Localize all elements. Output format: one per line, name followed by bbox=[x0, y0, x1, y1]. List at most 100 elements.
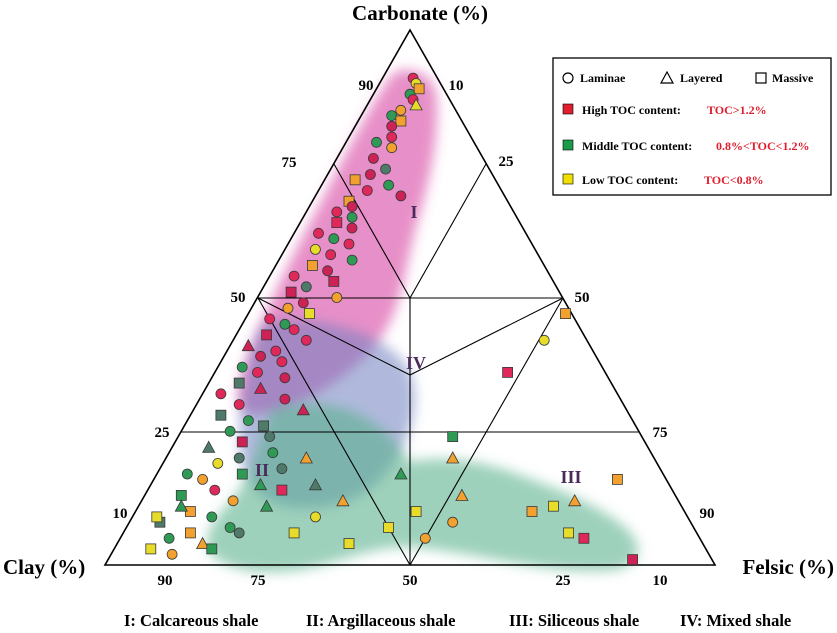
data-point-triangle-high-47 bbox=[241, 338, 255, 352]
data-point-circle-middle-79 bbox=[206, 511, 218, 523]
data-point-circle-low-76 bbox=[227, 495, 239, 507]
tick-left-75: 75 bbox=[282, 155, 297, 171]
zone-label-II: II bbox=[255, 460, 269, 480]
data-point-square-low-111 bbox=[548, 500, 559, 512]
data-point-square-low-87 bbox=[151, 511, 163, 523]
legend-circle-marker bbox=[562, 72, 574, 84]
tick-carbonate-75: 75 bbox=[653, 425, 668, 441]
data-point-triangle-middle-108 bbox=[308, 477, 323, 491]
legend-high-label: High TOC content: bbox=[582, 103, 681, 117]
data-point-square-high-115 bbox=[627, 554, 638, 565]
data-point-circle-low-6 bbox=[395, 104, 407, 116]
data-point-square-low-94 bbox=[560, 308, 571, 320]
caption-I: I: Calcareous shale bbox=[124, 611, 258, 630]
data-point-square-low-116 bbox=[612, 473, 623, 485]
data-point-circle-high-9 bbox=[386, 120, 398, 132]
tick-left-50: 50 bbox=[231, 290, 246, 306]
data-point-circle-low-72 bbox=[197, 473, 209, 485]
data-point-circle-high-28 bbox=[343, 238, 355, 250]
data-point-circle-low-102 bbox=[447, 516, 459, 528]
data-point-circle-high-13 bbox=[367, 152, 379, 164]
axis-title-clay: Clay (%) bbox=[3, 555, 85, 579]
data-point-circle-middle-7 bbox=[386, 110, 398, 121]
data-point-circle-high-10 bbox=[386, 131, 398, 143]
axis-title-felsic: Felsic (%) bbox=[742, 555, 834, 579]
data-point-circle-low-107 bbox=[310, 511, 321, 523]
tick-bottom-25: 25 bbox=[556, 573, 571, 589]
data-point-triangle-low-112 bbox=[568, 493, 582, 507]
data-point-square-low-32 bbox=[306, 259, 318, 271]
data-point-circle-high-50 bbox=[276, 356, 288, 368]
data-point-circle-middle-17 bbox=[383, 179, 395, 191]
data-point-triangle-middle-99 bbox=[394, 467, 408, 480]
data-point-triangle-middle-89 bbox=[174, 499, 188, 512]
data-point-circle-middle-51 bbox=[236, 361, 248, 373]
legend-triangle-marker bbox=[659, 70, 675, 84]
data-point-circle-high-49 bbox=[255, 350, 267, 362]
data-point-square-low-8 bbox=[395, 115, 407, 127]
data-point-circle-low-40 bbox=[282, 302, 294, 314]
data-point-circle-middle-64 bbox=[264, 431, 276, 443]
legend-high-swatch bbox=[562, 103, 574, 115]
data-point-square-high-37 bbox=[285, 286, 297, 298]
data-point-circle-high-21 bbox=[346, 201, 358, 212]
data-point-square-high-24 bbox=[331, 217, 343, 229]
data-point-triangle-low-106 bbox=[336, 493, 350, 507]
data-point-square-low-105 bbox=[343, 538, 355, 549]
data-point-circle-low-104 bbox=[419, 532, 431, 544]
data-point-circle-low-12 bbox=[386, 142, 398, 154]
data-point-circle-middle-88 bbox=[233, 527, 245, 539]
caption-IV: IV: Mixed shale bbox=[680, 611, 791, 630]
data-point-square-middle-54 bbox=[233, 377, 245, 389]
data-point-circle-low-29 bbox=[309, 243, 321, 255]
tick-carbonate-10: 10 bbox=[449, 78, 464, 94]
data-point-square-middle-75 bbox=[175, 489, 187, 501]
tick-bottom-10: 10 bbox=[653, 573, 668, 589]
data-point-circle-high-22 bbox=[331, 206, 343, 218]
data-point-circle-high-52 bbox=[252, 366, 263, 378]
data-point-circle-middle-14 bbox=[380, 163, 392, 175]
tick-bottom-90: 90 bbox=[158, 573, 173, 589]
data-point-square-low-113 bbox=[563, 527, 574, 539]
data-point-square-middle-60 bbox=[215, 409, 227, 421]
tick-carbonate-25: 25 bbox=[499, 154, 514, 170]
data-point-square-low-103 bbox=[383, 522, 395, 533]
data-point-circle-high-56 bbox=[215, 388, 227, 400]
data-point-circle-high-34 bbox=[288, 270, 300, 282]
data-point-circle-middle-81 bbox=[224, 522, 236, 533]
data-point-square-low-85 bbox=[145, 543, 157, 555]
data-point-circle-middle-63 bbox=[224, 425, 236, 437]
data-point-circle-middle-36 bbox=[300, 281, 312, 293]
data-point-triangle-low-92 bbox=[299, 451, 313, 464]
data-point-circle-high-39 bbox=[297, 297, 309, 309]
data-point-square-low-109 bbox=[288, 527, 300, 539]
data-point-circle-low-69 bbox=[212, 457, 224, 469]
data-point-circle-middle-83 bbox=[163, 532, 175, 544]
data-point-triangle-high-59 bbox=[296, 402, 310, 416]
zone-label-I: I bbox=[410, 202, 417, 222]
zone-II-field bbox=[207, 403, 638, 573]
data-point-circle-high-15 bbox=[364, 169, 376, 180]
data-point-circle-high-26 bbox=[313, 227, 324, 239]
data-point-circle-middle-68 bbox=[233, 452, 245, 464]
data-point-triangle-low-84 bbox=[195, 536, 210, 549]
tick-carbonate-50: 50 bbox=[575, 290, 590, 306]
data-point-square-middle-93 bbox=[206, 543, 218, 555]
data-point-circle-high-46 bbox=[300, 334, 312, 346]
data-point-circle-middle-67 bbox=[267, 447, 279, 459]
data-point-circle-middle-31 bbox=[346, 254, 358, 266]
data-point-triangle-low-5 bbox=[409, 98, 423, 111]
legend-middle-swatch bbox=[562, 139, 574, 151]
data-point-square-low-101 bbox=[410, 506, 422, 517]
data-point-triangle-middle-66 bbox=[202, 440, 216, 453]
data-point-square-low-16 bbox=[349, 174, 361, 186]
tick-bottom-50: 50 bbox=[403, 573, 418, 589]
data-point-circle-middle-61 bbox=[242, 415, 254, 427]
data-point-square-middle-62 bbox=[258, 420, 270, 432]
caption-III: III: Siliceous shale bbox=[509, 611, 639, 630]
data-point-triangle-middle-77 bbox=[259, 499, 274, 512]
data-point-square-middle-97 bbox=[447, 431, 459, 443]
data-point-circle-middle-23 bbox=[346, 211, 358, 223]
legend-laminae: Laminae bbox=[580, 71, 626, 85]
data-point-square-high-45 bbox=[261, 329, 273, 341]
